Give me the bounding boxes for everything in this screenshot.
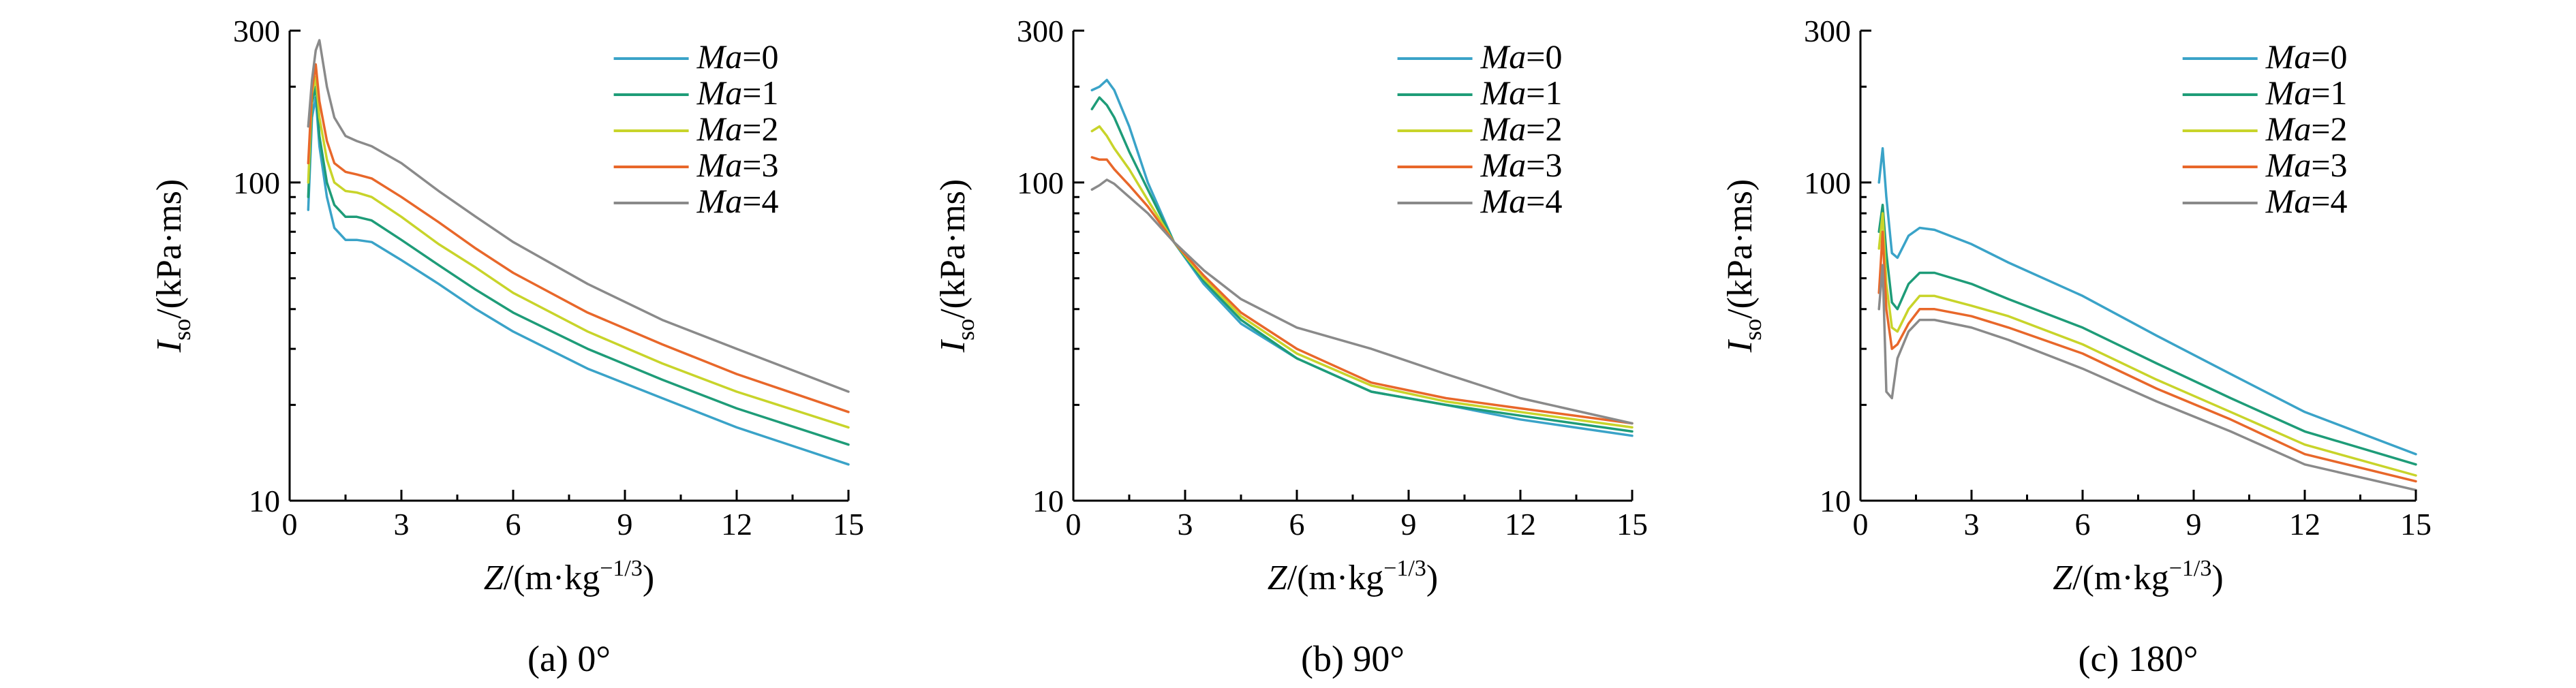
- legend-label: Ma=0: [2265, 37, 2348, 76]
- y-tick-label: 300: [233, 14, 280, 48]
- y-tick-label: 10: [1820, 484, 1851, 518]
- x-tick-label: 15: [833, 507, 864, 542]
- x-tick-label: 15: [1616, 507, 1648, 542]
- legend-label: Ma=3: [696, 146, 779, 184]
- y-axis-label: Iso/(kPa·ms): [150, 179, 196, 353]
- series-line-ma4: [307, 39, 850, 393]
- x-tick-label: 0: [1853, 507, 1869, 542]
- x-tick-label: 3: [1178, 507, 1193, 542]
- chart-panel-3: 0 3 6 9 12 15 10 100 300 Ma=0Ma=1Ma=2Ma=3Ma=4 Z/(m…: [1721, 14, 2432, 679]
- x-tick-label: 9: [2186, 507, 2202, 542]
- y-axis-label: Iso/(kPa·ms): [934, 179, 979, 353]
- x-tick-label: 12: [721, 507, 752, 542]
- x-tick-label: 3: [394, 507, 410, 542]
- legend-label: Ma=1: [1480, 74, 1563, 112]
- x-tick-label: 6: [2075, 507, 2091, 542]
- series-line-ma3: [307, 63, 850, 413]
- x-tick-label: 9: [617, 507, 633, 542]
- y-tick-label: 10: [1032, 484, 1064, 518]
- y-tick-label: 300: [1017, 14, 1064, 48]
- chart-panel-1: 0 3 6 9 12 15 10 100 300 Ma=0Ma=1Ma=2Ma=3Ma=4 Z/(m…: [150, 14, 864, 679]
- series-line-ma1: [307, 85, 850, 446]
- legend-label: Ma=4: [1480, 182, 1563, 220]
- legend-label: Ma=1: [2265, 74, 2348, 112]
- x-tick-label: 3: [1964, 507, 1980, 542]
- legend-label: Ma=2: [696, 110, 779, 148]
- x-tick-label: 9: [1401, 507, 1417, 542]
- panel-caption: (c) 180°: [2078, 638, 2198, 679]
- x-tick-label: 12: [2289, 507, 2320, 542]
- series-line-ma4: [1090, 178, 1634, 425]
- legend-label: Ma=2: [2265, 110, 2348, 148]
- series-line-ma3: [1877, 230, 2417, 483]
- legend-label: Ma=3: [2265, 146, 2348, 184]
- legend-label: Ma=3: [1480, 146, 1563, 184]
- x-tick-label: 12: [1505, 507, 1536, 542]
- legend-label: Ma=4: [696, 182, 779, 220]
- chart-panel-2: 0 3 6 9 12 15 10 100 300 Ma=0Ma=1Ma=2Ma=3Ma=4 Z/(m…: [934, 14, 1648, 679]
- x-tick-label: 6: [506, 507, 521, 542]
- series-line-ma1: [1877, 204, 2417, 466]
- x-tick-label: 0: [282, 507, 298, 542]
- series-line-ma2: [1877, 212, 2417, 477]
- y-tick-label: 300: [1804, 14, 1851, 48]
- x-axis-label: Z/(m·kg−1/3): [2053, 556, 2223, 597]
- x-tick-label: 0: [1066, 507, 1082, 542]
- series-line-ma4: [1877, 264, 2417, 492]
- series-line-ma3: [1090, 156, 1634, 425]
- x-tick-label: 6: [1289, 507, 1305, 542]
- series-line-ma2: [307, 75, 850, 429]
- legend-label: Ma=0: [696, 37, 779, 76]
- legend-label: Ma=0: [1480, 37, 1563, 76]
- panel-caption: (a) 0°: [527, 638, 611, 679]
- series-line-ma0: [1877, 147, 2417, 456]
- legend-label: Ma=1: [696, 74, 779, 112]
- legend-label: Ma=4: [2265, 182, 2348, 220]
- legend-label: Ma=2: [1480, 110, 1563, 148]
- y-tick-label: 10: [249, 484, 280, 518]
- y-tick-label: 100: [1017, 166, 1064, 200]
- x-tick-label: 15: [2400, 507, 2432, 542]
- y-axis-label: Iso/(kPa·ms): [1721, 179, 1766, 353]
- y-tick-label: 100: [233, 166, 280, 200]
- x-axis-label: Z/(m·kg−1/3): [484, 556, 654, 597]
- x-axis-label: Z/(m·kg−1/3): [1268, 556, 1438, 597]
- panel-caption: (b) 90°: [1301, 638, 1405, 679]
- y-tick-label: 100: [1804, 166, 1851, 200]
